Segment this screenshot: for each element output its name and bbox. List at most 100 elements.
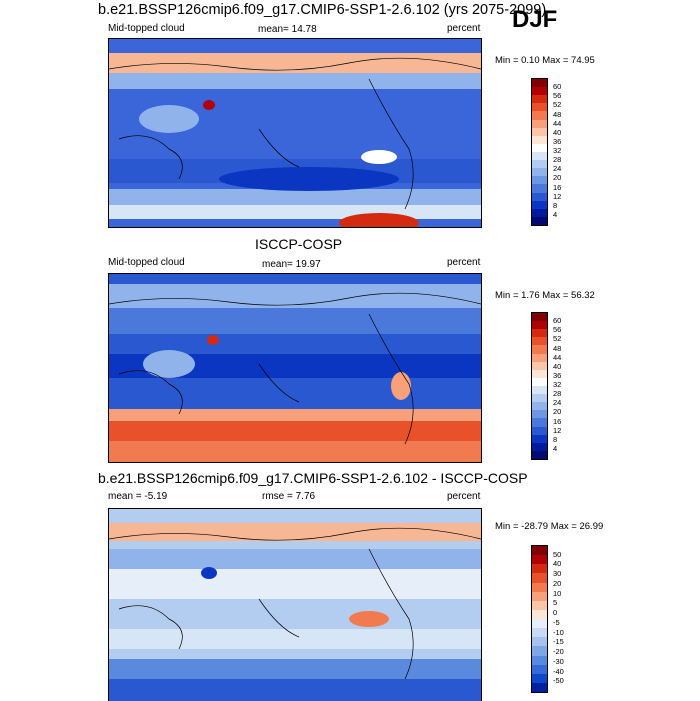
panel3-minmax: Min = -28.79 Max = 26.99 (495, 521, 604, 532)
colorbar-swatch (532, 442, 547, 451)
colorbar-swatch (532, 600, 547, 610)
colorbar-swatch (532, 111, 547, 120)
colorbar-swatch (532, 184, 547, 193)
colorbar-swatch (532, 208, 547, 217)
colorbar-swatch (532, 637, 547, 647)
colorbar-swatch (532, 200, 547, 209)
colorbar-swatch (532, 321, 547, 330)
panel1-units: percent (447, 23, 481, 34)
panel2-title: ISCCP-COSP (255, 236, 343, 252)
colorbar-swatch (532, 135, 547, 144)
panel2-variable: Mid-topped cloud (108, 257, 185, 268)
colorbar-tick-label: 24 (553, 398, 562, 408)
colorbar-swatch (532, 192, 547, 201)
colorbar-swatch (532, 682, 547, 692)
colorbar-tick-label: 12 (553, 191, 562, 201)
colorbar-swatch (532, 673, 547, 683)
colorbar-tick-label: 20 (553, 173, 562, 183)
colorbar-tick-label: 40 (553, 559, 562, 569)
colorbar-tick-label: -50 (553, 676, 564, 686)
panel3-units: percent (447, 491, 481, 502)
panel1-map (108, 38, 482, 228)
colorbar-tick-label: 0 (553, 608, 558, 618)
panel1-minmax: Min = 0.10 Max = 74.95 (495, 55, 595, 66)
colorbar-tick-label: -40 (553, 666, 564, 676)
colorbar-swatch (532, 582, 547, 592)
colorbar-swatch (532, 546, 547, 556)
colorbar-swatch (532, 87, 547, 96)
panel1-variable: Mid-topped cloud (108, 23, 185, 34)
colorbar-swatch (532, 176, 547, 185)
colorbar-swatch (532, 377, 547, 386)
panel3-map (108, 508, 482, 701)
colorbar-tick-label: -20 (553, 647, 564, 657)
colorbar-swatch (532, 313, 547, 322)
colorbar-swatch (532, 628, 547, 638)
colorbar-tick-label: 56 (553, 91, 562, 101)
colorbar-tick-label: 32 (553, 380, 562, 389)
colorbar-tick-label: 48 (553, 109, 562, 119)
panel3-title: b.e21.BSSP126cmip6.f09_g17.CMIP6-SSP1-2.… (98, 470, 528, 486)
colorbar-swatch (532, 410, 547, 419)
colorbar-swatch (532, 369, 547, 378)
colorbar-swatch (532, 337, 547, 346)
colorbar-swatch (532, 434, 547, 443)
colorbar-tick-label: 10 (553, 588, 562, 598)
colorbar-tick-label: -30 (553, 656, 564, 666)
colorbar-swatch (532, 168, 547, 177)
colorbar-swatch (532, 95, 547, 104)
colorbar-tick-label: 36 (553, 370, 562, 380)
panel3-rmse: rmse = 7.76 (262, 491, 316, 502)
colorbar-swatch (532, 127, 547, 136)
colorbar-swatch (532, 609, 547, 619)
panel2-colorbar (531, 312, 548, 460)
colorbar-tick-label: 8 (553, 200, 558, 210)
colorbar-swatch (532, 450, 547, 459)
colorbar-tick-label: 16 (553, 416, 562, 426)
colorbar-tick-label: 28 (553, 155, 562, 165)
colorbar-tick-label: 52 (553, 334, 562, 344)
colorbar-swatch (532, 143, 547, 152)
colorbar-tick-label: 48 (553, 343, 562, 353)
colorbar-swatch (532, 573, 547, 583)
colorbar-swatch (532, 119, 547, 128)
colorbar-swatch (532, 655, 547, 665)
colorbar-tick-label: 4 (553, 443, 558, 453)
colorbar-tick-label: 20 (553, 578, 562, 588)
colorbar-swatch (532, 555, 547, 565)
colorbar-swatch (532, 664, 547, 674)
colorbar-swatch (532, 329, 547, 338)
colorbar-tick-label: 60 (553, 316, 562, 326)
colorbar-tick-label: 60 (553, 82, 562, 92)
colorbar-tick-label: 5 (553, 598, 558, 608)
panel1-mean: mean= 14.78 (258, 24, 317, 35)
season-label: DJF (512, 6, 558, 33)
colorbar-swatch (532, 151, 547, 161)
colorbar-tick-label: 12 (553, 425, 562, 435)
colorbar-tick-label: 4 (553, 209, 558, 219)
colorbar-tick-label: 36 (553, 136, 562, 146)
colorbar-swatch (532, 361, 547, 370)
colorbar-swatch (532, 591, 547, 601)
panel1-colorbar (531, 78, 548, 226)
colorbar-tick-label: -10 (553, 627, 564, 637)
colorbar-swatch (532, 353, 547, 362)
colorbar-swatch (532, 564, 547, 574)
colorbar-tick-label: 30 (553, 569, 562, 579)
colorbar-tick-label: -5 (553, 617, 560, 627)
colorbar-swatch (532, 103, 547, 112)
colorbar-swatch (532, 426, 547, 435)
colorbar-swatch (532, 418, 547, 427)
panel2-mean: mean= 19.97 (262, 259, 321, 270)
colorbar-tick-label: 28 (553, 389, 562, 399)
colorbar-swatch (532, 385, 547, 395)
colorbar-tick-label: 40 (553, 361, 562, 371)
figure-title: b.e21.BSSP126cmip6.f09_g17.CMIP6-SSP1-2.… (98, 2, 547, 18)
colorbar-tick-label: 44 (553, 352, 562, 362)
panel3-mean: mean = -5.19 (108, 491, 168, 502)
colorbar-tick-label: 56 (553, 325, 562, 335)
panel2-minmax: Min = 1.76 Max = 56.32 (495, 290, 595, 301)
colorbar-swatch (532, 345, 547, 354)
colorbar-swatch (532, 394, 547, 403)
colorbar-tick-label: 32 (553, 146, 562, 155)
